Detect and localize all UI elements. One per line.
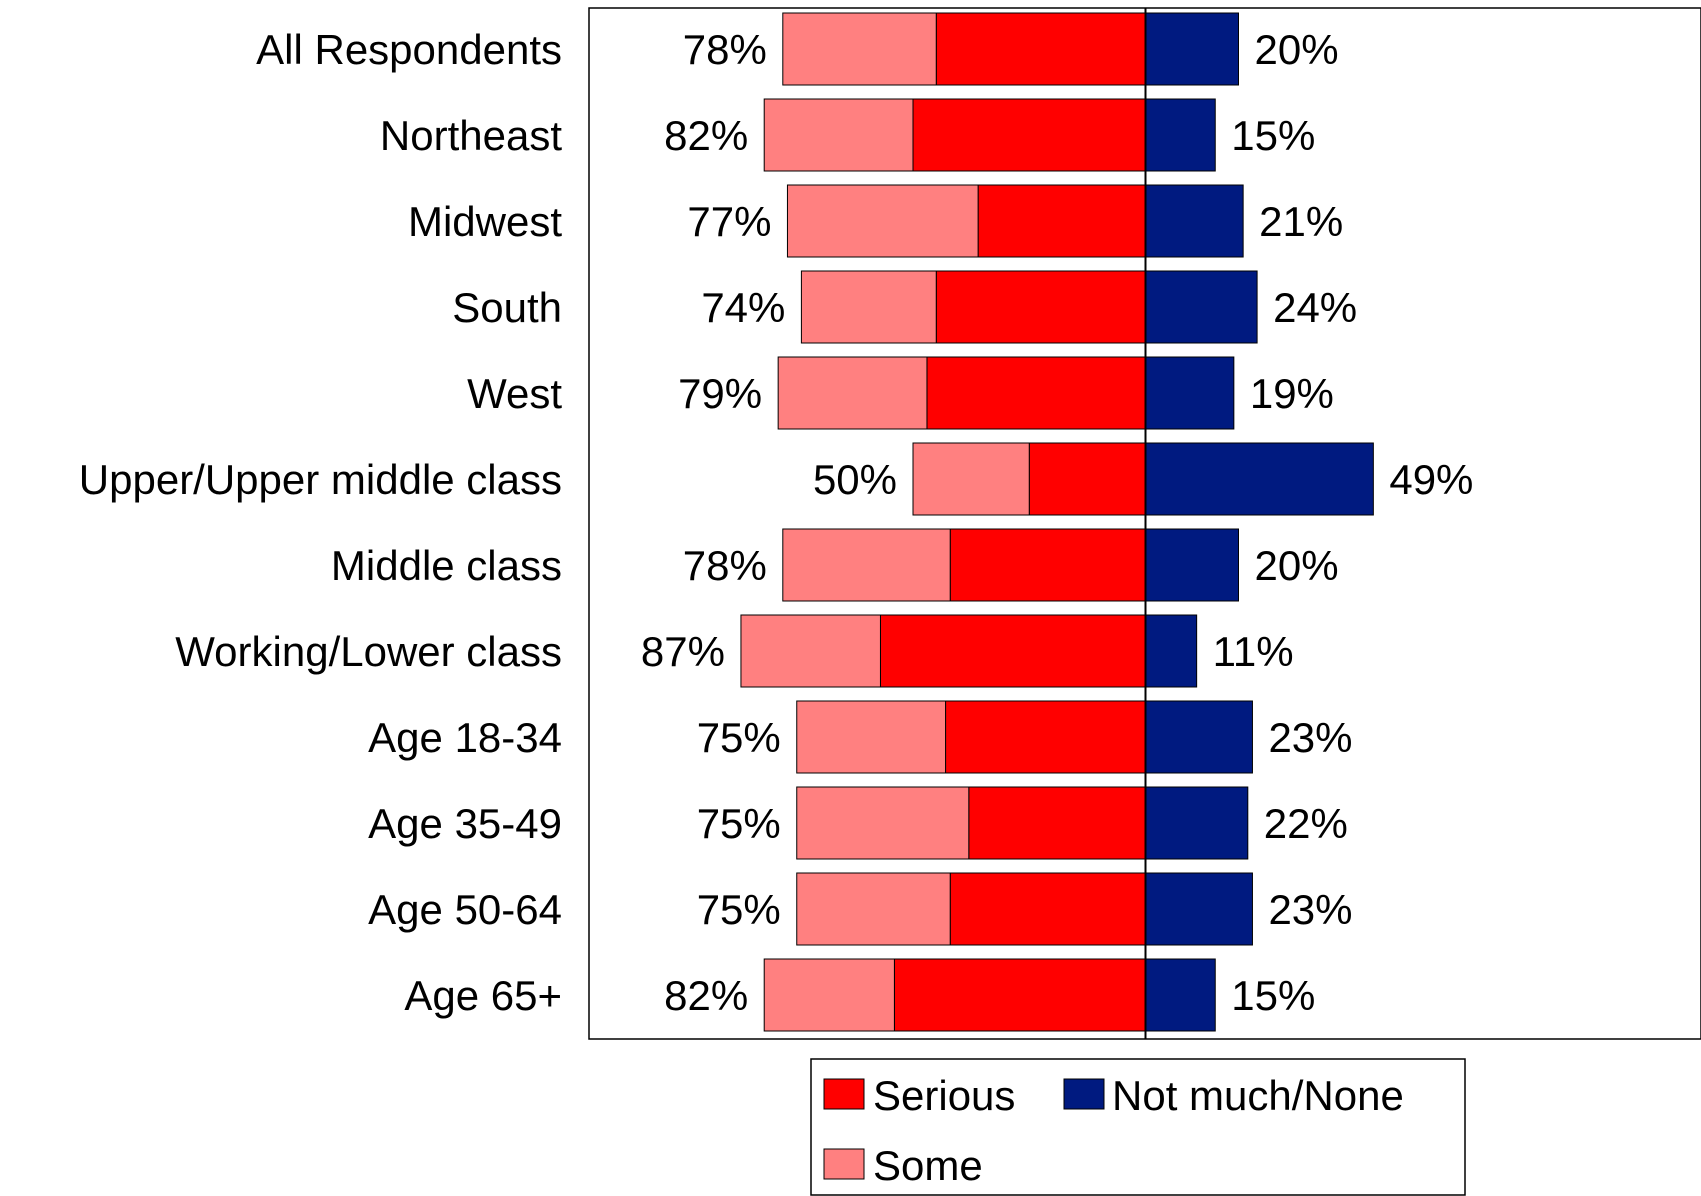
category-label: Northeast bbox=[380, 112, 562, 159]
bar-some-middle-class bbox=[782, 528, 951, 602]
bar-serious-northeast bbox=[912, 98, 1146, 172]
bars-layer bbox=[740, 12, 1374, 1032]
bar-serious-age-50-64 bbox=[949, 872, 1147, 946]
legend-label-some: Some bbox=[873, 1142, 983, 1189]
left-total-label: 82% bbox=[664, 112, 748, 159]
right-total-label: 21% bbox=[1259, 198, 1343, 245]
bar-serious-middle-class bbox=[949, 528, 1147, 602]
bar-serious-age-35-49 bbox=[968, 786, 1146, 860]
bar-some-upper-upper-middle-class bbox=[912, 442, 1030, 516]
bar-not-much-none-age-35-49 bbox=[1145, 786, 1249, 860]
legend-swatch-some bbox=[823, 1148, 865, 1180]
bar-serious-age-65 bbox=[893, 958, 1147, 1032]
category-label: Age 35-49 bbox=[368, 800, 562, 847]
category-label: Midwest bbox=[408, 198, 562, 245]
left-total-label: 75% bbox=[697, 714, 781, 761]
right-total-label: 23% bbox=[1268, 886, 1352, 933]
bar-serious-age-18-34 bbox=[945, 700, 1146, 774]
right-total-label: 11% bbox=[1213, 628, 1294, 675]
bar-some-age-50-64 bbox=[796, 872, 951, 946]
bar-some-working-lower-class bbox=[740, 614, 881, 688]
right-total-label: 20% bbox=[1255, 26, 1339, 73]
bar-not-much-none-all-respondents bbox=[1145, 12, 1239, 86]
bar-some-northeast bbox=[763, 98, 914, 172]
bar-some-west bbox=[777, 356, 928, 430]
bar-some-midwest bbox=[786, 184, 979, 258]
bar-some-age-18-34 bbox=[796, 700, 947, 774]
right-total-label: 15% bbox=[1231, 972, 1315, 1019]
left-total-label: 87% bbox=[641, 628, 725, 675]
category-label: Age 18-34 bbox=[368, 714, 562, 761]
category-label: Age 50-64 bbox=[368, 886, 562, 933]
right-total-label: 19% bbox=[1250, 370, 1334, 417]
left-total-label: 78% bbox=[683, 26, 767, 73]
bar-serious-working-lower-class bbox=[879, 614, 1146, 688]
bar-not-much-none-west bbox=[1145, 356, 1235, 430]
bar-not-much-none-northeast bbox=[1145, 98, 1216, 172]
legend-box bbox=[810, 1058, 1466, 1196]
bar-not-much-none-age-18-34 bbox=[1145, 700, 1253, 774]
left-total-label: 78% bbox=[683, 542, 767, 589]
category-label: All Respondents bbox=[256, 26, 562, 73]
bar-some-all-respondents bbox=[782, 12, 937, 86]
right-total-label: 23% bbox=[1268, 714, 1352, 761]
bar-not-much-none-working-lower-class bbox=[1145, 614, 1198, 688]
category-label: West bbox=[467, 370, 562, 417]
left-total-label: 74% bbox=[701, 284, 785, 331]
left-total-label: 75% bbox=[697, 800, 781, 847]
category-label: Working/Lower class bbox=[175, 628, 562, 675]
bar-not-much-none-middle-class bbox=[1145, 528, 1239, 602]
left-total-label: 79% bbox=[678, 370, 762, 417]
right-total-label: 24% bbox=[1273, 284, 1357, 331]
right-total-label: 15% bbox=[1231, 112, 1315, 159]
left-total-label: 75% bbox=[697, 886, 781, 933]
left-total-label: 50% bbox=[813, 456, 897, 503]
left-total-label: 77% bbox=[687, 198, 771, 245]
bar-serious-all-respondents bbox=[935, 12, 1146, 86]
left-total-label: 82% bbox=[664, 972, 748, 1019]
category-label: Upper/Upper middle class bbox=[79, 456, 562, 503]
legend-label-serious: Serious bbox=[873, 1072, 1015, 1119]
bar-some-south bbox=[800, 270, 937, 344]
bar-serious-midwest bbox=[977, 184, 1146, 258]
bar-not-much-none-age-50-64 bbox=[1145, 872, 1253, 946]
category-label: Middle class bbox=[331, 542, 562, 589]
bar-serious-upper-upper-middle-class bbox=[1028, 442, 1146, 516]
bar-not-much-none-midwest bbox=[1145, 184, 1244, 258]
bar-some-age-65 bbox=[763, 958, 895, 1032]
legend-swatch-serious bbox=[823, 1078, 865, 1110]
right-total-label: 49% bbox=[1389, 456, 1473, 503]
right-total-label: 22% bbox=[1264, 800, 1348, 847]
bar-not-much-none-upper-upper-middle-class bbox=[1145, 442, 1374, 516]
category-label: Age 65+ bbox=[404, 972, 562, 1019]
bar-not-much-none-age-65 bbox=[1145, 958, 1216, 1032]
legend-swatch-not-much-none bbox=[1063, 1078, 1105, 1110]
labels-layer: All Respondents 78% 20% Northeast 82% 15% Midw… bbox=[79, 26, 1474, 1019]
legend: Serious Not much/None Some bbox=[810, 1058, 1466, 1196]
legend-label-not-much-none: Not much/None bbox=[1112, 1072, 1404, 1119]
bar-not-much-none-south bbox=[1145, 270, 1258, 344]
bar-serious-west bbox=[926, 356, 1147, 430]
right-total-label: 20% bbox=[1255, 542, 1339, 589]
bar-some-age-35-49 bbox=[796, 786, 970, 860]
category-label: South bbox=[452, 284, 562, 331]
bar-serious-south bbox=[935, 270, 1146, 344]
